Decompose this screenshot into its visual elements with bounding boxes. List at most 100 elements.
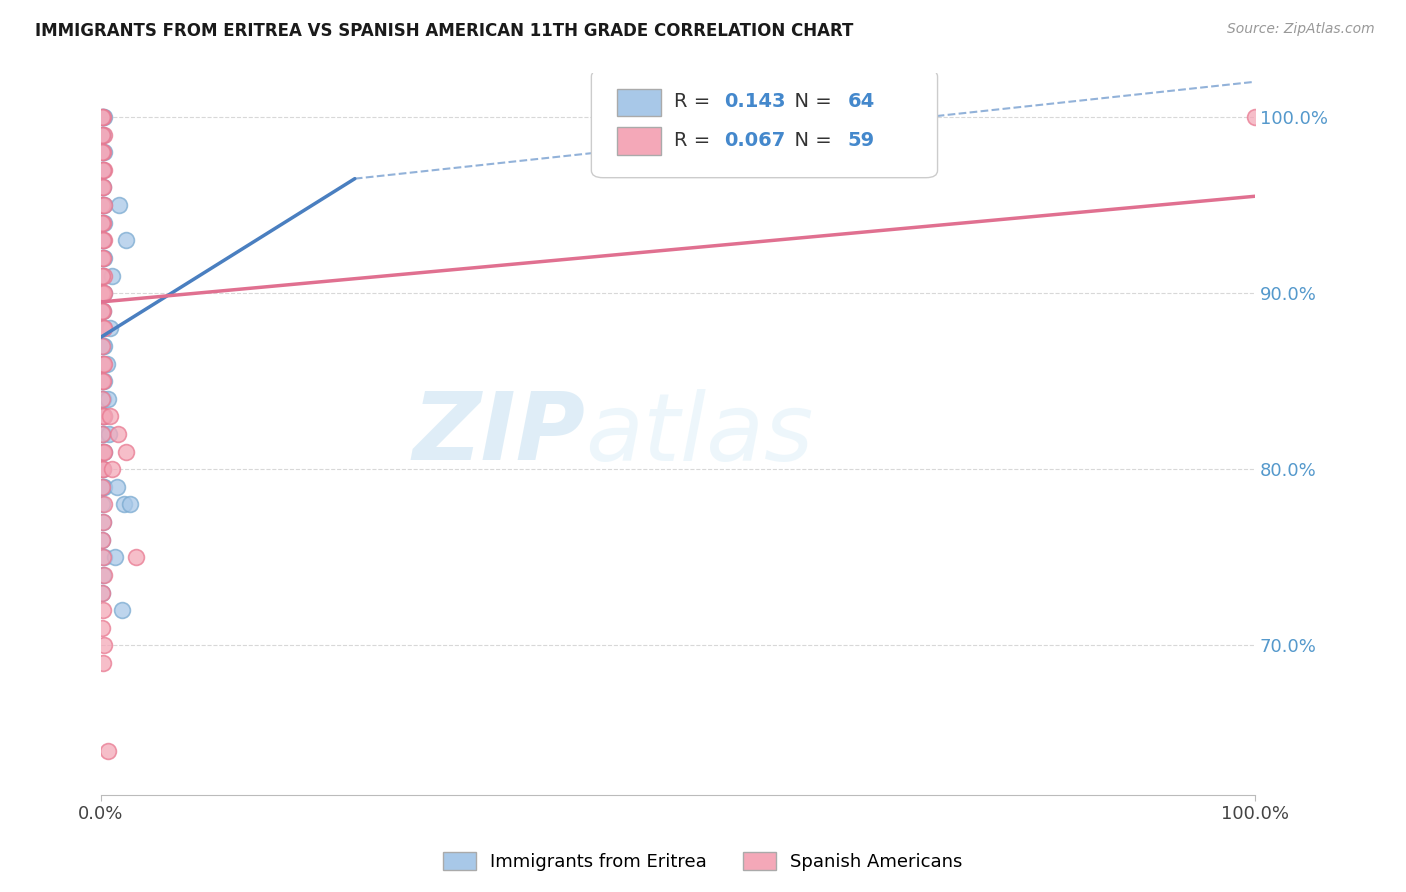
Point bbox=[91, 321, 114, 335]
Point bbox=[91, 110, 114, 124]
Point bbox=[93, 286, 115, 301]
Point bbox=[91, 462, 114, 476]
Point bbox=[93, 357, 115, 371]
Point bbox=[91, 409, 114, 424]
Point bbox=[124, 550, 146, 565]
Point bbox=[91, 110, 114, 124]
Point bbox=[91, 357, 114, 371]
Point bbox=[91, 216, 114, 230]
Point bbox=[91, 303, 114, 318]
Text: 59: 59 bbox=[848, 130, 875, 150]
Point bbox=[91, 128, 114, 142]
Point bbox=[91, 180, 114, 194]
Point bbox=[93, 639, 115, 653]
Point bbox=[93, 286, 115, 301]
Point bbox=[91, 286, 114, 301]
Point bbox=[91, 268, 114, 283]
Text: atlas: atlas bbox=[586, 389, 814, 480]
Point bbox=[93, 498, 115, 512]
Bar bbox=[617, 89, 661, 116]
Point bbox=[93, 321, 115, 335]
Text: R =: R = bbox=[675, 93, 717, 112]
Text: N =: N = bbox=[782, 130, 838, 150]
Text: 0.067: 0.067 bbox=[724, 130, 786, 150]
FancyBboxPatch shape bbox=[592, 70, 938, 178]
Point bbox=[91, 286, 114, 301]
Point bbox=[91, 374, 114, 388]
Point bbox=[93, 444, 115, 458]
Point bbox=[93, 444, 115, 458]
Point bbox=[91, 268, 114, 283]
Point bbox=[91, 268, 114, 283]
Point bbox=[91, 533, 114, 547]
Point bbox=[91, 357, 114, 371]
Point bbox=[91, 198, 114, 212]
Point bbox=[93, 268, 115, 283]
Point bbox=[91, 533, 114, 547]
Text: R =: R = bbox=[675, 130, 717, 150]
Point bbox=[98, 321, 121, 335]
Point bbox=[91, 374, 114, 388]
Point bbox=[91, 357, 114, 371]
Point bbox=[91, 550, 114, 565]
Point bbox=[96, 357, 118, 371]
Point bbox=[91, 110, 114, 124]
Point bbox=[91, 110, 114, 124]
Point bbox=[91, 427, 114, 442]
Point bbox=[93, 251, 115, 265]
Point bbox=[93, 198, 115, 212]
Point bbox=[91, 162, 114, 177]
Point bbox=[91, 339, 114, 353]
Text: 0.143: 0.143 bbox=[724, 93, 786, 112]
Point bbox=[101, 268, 124, 283]
Point bbox=[91, 498, 114, 512]
Point bbox=[104, 550, 127, 565]
Point bbox=[91, 321, 114, 335]
Point bbox=[118, 498, 141, 512]
Point bbox=[91, 444, 114, 458]
Point bbox=[93, 162, 115, 177]
Point bbox=[91, 621, 114, 635]
Point bbox=[91, 392, 114, 406]
Point bbox=[91, 128, 114, 142]
Point bbox=[91, 286, 114, 301]
Point bbox=[91, 286, 114, 301]
Point bbox=[93, 110, 115, 124]
Point bbox=[91, 145, 114, 160]
Point bbox=[91, 180, 114, 194]
Point bbox=[91, 145, 114, 160]
Point bbox=[91, 339, 114, 353]
Point bbox=[93, 409, 115, 424]
Point bbox=[91, 585, 114, 599]
Point bbox=[91, 462, 114, 476]
Point bbox=[91, 216, 114, 230]
Point bbox=[93, 321, 115, 335]
Point bbox=[93, 568, 115, 582]
Point bbox=[91, 233, 114, 247]
Point bbox=[91, 251, 114, 265]
Point bbox=[107, 427, 129, 442]
Point bbox=[105, 480, 128, 494]
Point bbox=[93, 216, 115, 230]
Point bbox=[91, 198, 114, 212]
Point bbox=[93, 198, 115, 212]
Point bbox=[93, 233, 115, 247]
Text: IMMIGRANTS FROM ERITREA VS SPANISH AMERICAN 11TH GRADE CORRELATION CHART: IMMIGRANTS FROM ERITREA VS SPANISH AMERI… bbox=[35, 22, 853, 40]
Point bbox=[91, 162, 114, 177]
Point bbox=[91, 303, 114, 318]
Point bbox=[91, 392, 114, 406]
Point bbox=[91, 480, 114, 494]
Point bbox=[91, 515, 114, 529]
Point bbox=[91, 656, 114, 670]
Bar bbox=[617, 128, 661, 154]
Point bbox=[98, 427, 121, 442]
Text: ZIP: ZIP bbox=[413, 388, 586, 480]
Point bbox=[91, 145, 114, 160]
Text: N =: N = bbox=[782, 93, 838, 112]
Point bbox=[98, 409, 121, 424]
Point bbox=[93, 550, 115, 565]
Point bbox=[91, 427, 114, 442]
Point bbox=[91, 251, 114, 265]
Point bbox=[93, 409, 115, 424]
Point bbox=[101, 462, 124, 476]
